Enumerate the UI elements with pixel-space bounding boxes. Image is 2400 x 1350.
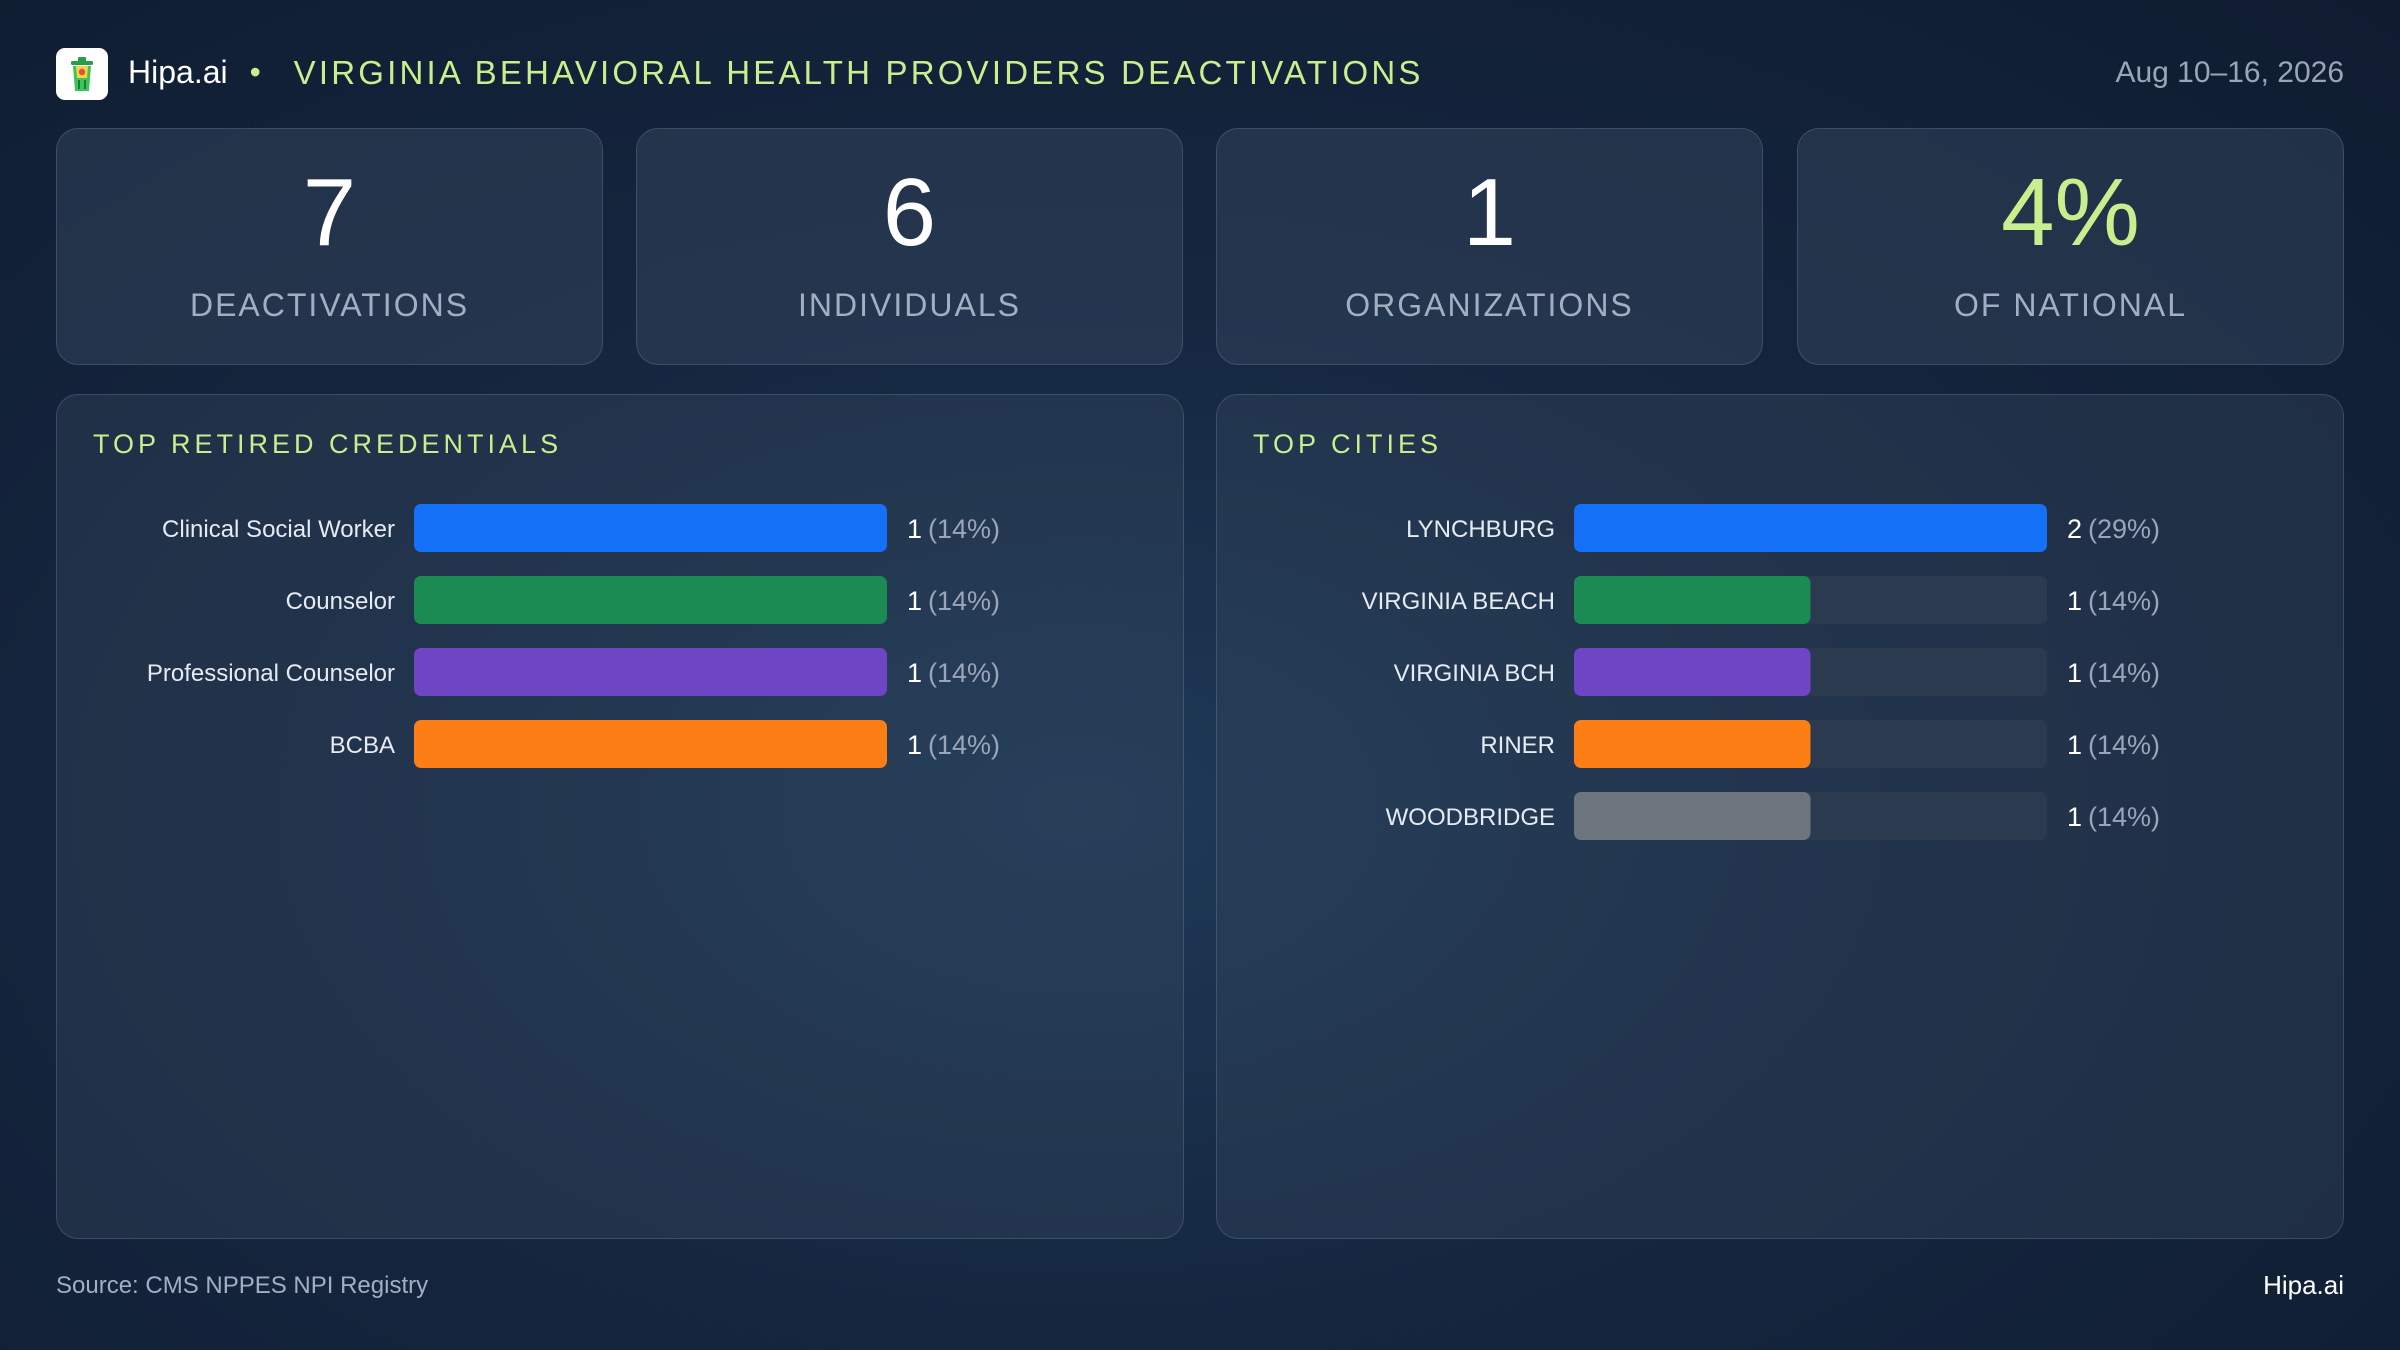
credential-value-label: 1 (14%) xyxy=(907,730,1000,760)
city-percent: (14%) xyxy=(2088,730,2160,760)
city-category-label: RINER xyxy=(1480,732,1555,759)
kpi-value: 4% xyxy=(2001,159,2140,266)
city-count: 2 xyxy=(2067,514,2082,544)
kpi-row: 7 DEACTIVATIONS 6 INDIVIDUALS 1 ORGANIZA… xyxy=(56,128,2344,365)
credential-value-label: 1 (14%) xyxy=(907,658,1000,688)
kpi-value: 7 xyxy=(302,159,357,266)
city-value-label: 1 (14%) xyxy=(2067,586,2160,616)
credential-bar xyxy=(414,648,887,696)
city-value-label: 1 (14%) xyxy=(2067,730,2160,760)
credential-percent: (14%) xyxy=(928,586,1000,616)
cities-bar-chart: LYNCHBURG 2 (29%)VIRGINIA BEACH 1 (14%)VIRGI… xyxy=(1362,504,2160,840)
credential-category-label: Professional Counselor xyxy=(147,660,395,687)
credential-percent: (14%) xyxy=(928,514,1000,544)
city-count: 1 xyxy=(2067,658,2082,688)
credential-category-label: Clinical Social Worker xyxy=(162,516,395,543)
city-percent: (14%) xyxy=(2088,586,2160,616)
kpi-label: INDIVIDUALS xyxy=(798,287,1021,323)
city-percent: (14%) xyxy=(2088,658,2160,688)
kpi-value: 6 xyxy=(882,159,937,266)
credential-count: 1 xyxy=(907,586,922,616)
city-bar xyxy=(1574,576,1811,624)
city-bar xyxy=(1574,648,1811,696)
credential-bar xyxy=(414,504,887,552)
credential-category-label: BCBA xyxy=(330,732,395,759)
source-note: Source: CMS NPPES NPI Registry xyxy=(56,1272,429,1299)
city-value-label: 2 (29%) xyxy=(2067,514,2160,544)
credential-bar xyxy=(414,576,887,624)
kpi-label: OF NATIONAL xyxy=(1954,287,2187,323)
footer-brand: Hipa.ai xyxy=(2263,1270,2344,1300)
credential-count: 1 xyxy=(907,658,922,688)
title-separator: • xyxy=(249,54,261,90)
header: Hipa.ai • VIRGINIA BEHAVIORAL HEALTH PRO… xyxy=(56,46,2344,102)
city-count: 1 xyxy=(2067,730,2082,760)
city-bar xyxy=(1574,720,1811,768)
credentials-bar-chart: Clinical Social Worker 1 (14%)Counselor 1 (1… xyxy=(147,504,1000,768)
city-category-label: LYNCHBURG xyxy=(1406,516,1555,543)
credentials-panel-title: TOP RETIRED CREDENTIALS xyxy=(93,429,563,459)
city-category-label: VIRGINIA BEACH xyxy=(1362,588,1555,615)
credential-count: 1 xyxy=(907,514,922,544)
city-value-label: 1 (14%) xyxy=(2067,802,2160,832)
credential-value-label: 1 (14%) xyxy=(907,586,1000,616)
credential-value-label: 1 (14%) xyxy=(907,514,1000,544)
date-range: Aug 10–16, 2026 xyxy=(2115,56,2344,89)
cities-panel-title: TOP CITIES xyxy=(1253,429,1443,459)
city-category-label: WOODBRIDGE xyxy=(1386,804,1555,831)
city-count: 1 xyxy=(2067,802,2082,832)
city-count: 1 xyxy=(2067,586,2082,616)
page-title: VIRGINIA BEHAVIORAL HEALTH PROVIDERS DEA… xyxy=(293,54,1424,91)
cities-panel: TOP CITIES LYNCHBURG 2 (29%) VIRGINIA BEACH… xyxy=(1216,394,2344,1239)
credential-percent: (14%) xyxy=(928,658,1000,688)
credential-percent: (14%) xyxy=(928,730,1000,760)
kpi-card-deactivations: 7 DEACTIVATIONS xyxy=(56,128,603,365)
credentials-panel: TOP RETIRED CREDENTIALS Clinical Social … xyxy=(56,394,1184,1239)
trash-can-icon xyxy=(56,48,108,100)
city-percent: (14%) xyxy=(2088,802,2160,832)
kpi-card-individuals: 6 INDIVIDUALS xyxy=(636,128,1183,365)
city-bar xyxy=(1574,504,2047,552)
kpi-label: DEACTIVATIONS xyxy=(189,287,470,323)
credential-category-label: Counselor xyxy=(286,588,395,615)
brand-name: Hipa.ai xyxy=(128,54,228,90)
city-category-label: VIRGINIA BCH xyxy=(1394,660,1555,687)
credential-count: 1 xyxy=(907,730,922,760)
credential-bar xyxy=(414,720,887,768)
kpi-card-national-share: 4% OF NATIONAL xyxy=(1797,128,2344,365)
city-value-label: 1 (14%) xyxy=(2067,658,2160,688)
city-bar xyxy=(1574,792,1811,840)
kpi-value: 1 xyxy=(1462,159,1517,266)
city-percent: (29%) xyxy=(2088,514,2160,544)
kpi-card-organizations: 1 ORGANIZATIONS xyxy=(1216,128,1763,365)
kpi-label: ORGANIZATIONS xyxy=(1345,287,1634,323)
